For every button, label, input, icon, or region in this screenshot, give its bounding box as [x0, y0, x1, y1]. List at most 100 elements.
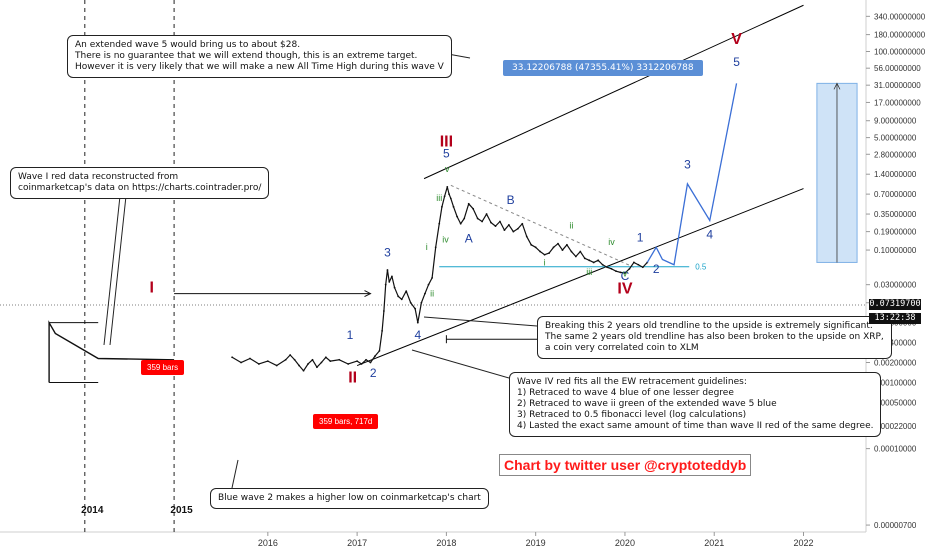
- x-tick-label: 2022: [793, 538, 813, 548]
- wave-label: 5: [443, 147, 450, 161]
- wave-label: I: [150, 279, 154, 296]
- wave-label: ii: [569, 221, 573, 231]
- price-point: [347, 363, 350, 365]
- price-point: [360, 363, 363, 365]
- price-point: [298, 364, 300, 367]
- price-point: [534, 246, 537, 249]
- wave1-data-note: Wave I red data reconstructed from coinm…: [10, 167, 270, 199]
- price-point: [579, 250, 582, 253]
- price-point: [356, 360, 359, 363]
- wave-label: i: [426, 242, 428, 252]
- price-point: [424, 292, 426, 295]
- y-tick-label: 0.00100000: [874, 378, 917, 387]
- y-tick-label: 56.00000000: [874, 64, 921, 73]
- price-point: [414, 307, 417, 310]
- y-tick-label: 9.00000000: [874, 117, 917, 126]
- price-point: [481, 220, 484, 223]
- price-point: [231, 356, 234, 359]
- price-point: [525, 235, 528, 238]
- price-point: [539, 250, 542, 253]
- price-point: [570, 250, 573, 253]
- bars-arrow-head: [364, 290, 372, 298]
- price-point: [610, 267, 613, 270]
- x-tick-label: 2017: [347, 538, 367, 548]
- price-point: [561, 249, 564, 251]
- price-point: [628, 267, 631, 270]
- wave-label: ii: [430, 288, 434, 298]
- price-point: [258, 363, 260, 365]
- price-point: [601, 263, 604, 266]
- grid-layer: [0, 0, 867, 533]
- price-point: [374, 355, 376, 358]
- bars-duration-badge: 359 bars, 717d: [313, 414, 379, 429]
- year-label: 2014: [81, 505, 104, 516]
- wave-label: i: [544, 258, 546, 268]
- price-point: [485, 213, 488, 215]
- price-point: [507, 224, 510, 226]
- price-point: [338, 358, 341, 361]
- price-point: [619, 271, 622, 274]
- countdown-tag: 13:22:38: [869, 313, 921, 324]
- y-tick-label: 0.00000700: [874, 521, 917, 530]
- x-tick-label: 2021: [704, 538, 724, 548]
- price-point: [266, 360, 269, 363]
- price-point: [459, 222, 462, 225]
- target-arrow-head: [833, 82, 841, 90]
- wave-label: A: [465, 232, 473, 246]
- price-point: [378, 349, 381, 352]
- wave-label: II: [348, 369, 357, 386]
- price-point: [365, 358, 367, 361]
- price-point: [438, 222, 441, 225]
- price-point: [467, 202, 470, 205]
- price-point: [446, 186, 449, 188]
- y-tick-label: 2.80000000: [874, 150, 917, 159]
- wave-label: iv: [608, 237, 615, 247]
- wave1-note-leader-2: [109, 195, 127, 346]
- price-point: [452, 205, 455, 208]
- y-tick-label: 0.00050000: [874, 398, 917, 407]
- price-layer: [48, 83, 738, 383]
- price-point: [566, 243, 568, 246]
- wave4-note: Wave IV red fits all the EW retracement …: [509, 372, 882, 437]
- wave-label: 5: [733, 55, 740, 69]
- price-point: [405, 290, 408, 292]
- y-tick-label: 17.00000000: [874, 98, 921, 107]
- price-point: [494, 225, 497, 228]
- price-point: [275, 364, 278, 367]
- wave2-low-note: Blue wave 2 makes a higher low on coinma…: [210, 488, 489, 509]
- wave-label: 2: [653, 262, 660, 276]
- y-tick-label: 100.00000000: [874, 48, 926, 57]
- trendline-note: Breaking this 2 years old trendline to t…: [537, 316, 892, 359]
- price-point: [293, 358, 296, 361]
- y-tick-label: 0.35000000: [874, 210, 917, 219]
- price-point: [521, 222, 524, 225]
- price-point: [456, 215, 459, 218]
- y-tick-label: 0.70000000: [874, 190, 917, 199]
- channel-upper-line: [423, 4, 804, 180]
- price-point: [503, 229, 506, 232]
- price-point: [543, 253, 546, 256]
- chart-credit: Chart by twitter user @cryptoteddyb: [499, 454, 752, 476]
- wave-label: 3: [384, 245, 391, 259]
- wave-label: iv: [442, 235, 449, 245]
- price-point: [324, 356, 327, 359]
- price-point: [307, 363, 309, 365]
- price-point: [289, 354, 292, 356]
- wave2-note-leader: [231, 459, 239, 489]
- wave-label: 4: [414, 328, 421, 342]
- current-price-tag: 0.07319700: [869, 299, 921, 310]
- price-point: [632, 261, 635, 264]
- price-series-line: [231, 186, 648, 372]
- price-point: [382, 310, 385, 312]
- price-point: [606, 266, 608, 269]
- price-point: [624, 272, 626, 274]
- wave5-target-note: An extended wave 5 would bring us to abo…: [67, 35, 452, 78]
- wave-label: v: [445, 164, 450, 174]
- wave-label: B: [507, 193, 515, 207]
- price-point: [516, 227, 519, 230]
- y-tick-label: 0.00200000: [874, 359, 917, 368]
- price-point: [512, 230, 515, 233]
- x-tick-label: 2019: [526, 538, 546, 548]
